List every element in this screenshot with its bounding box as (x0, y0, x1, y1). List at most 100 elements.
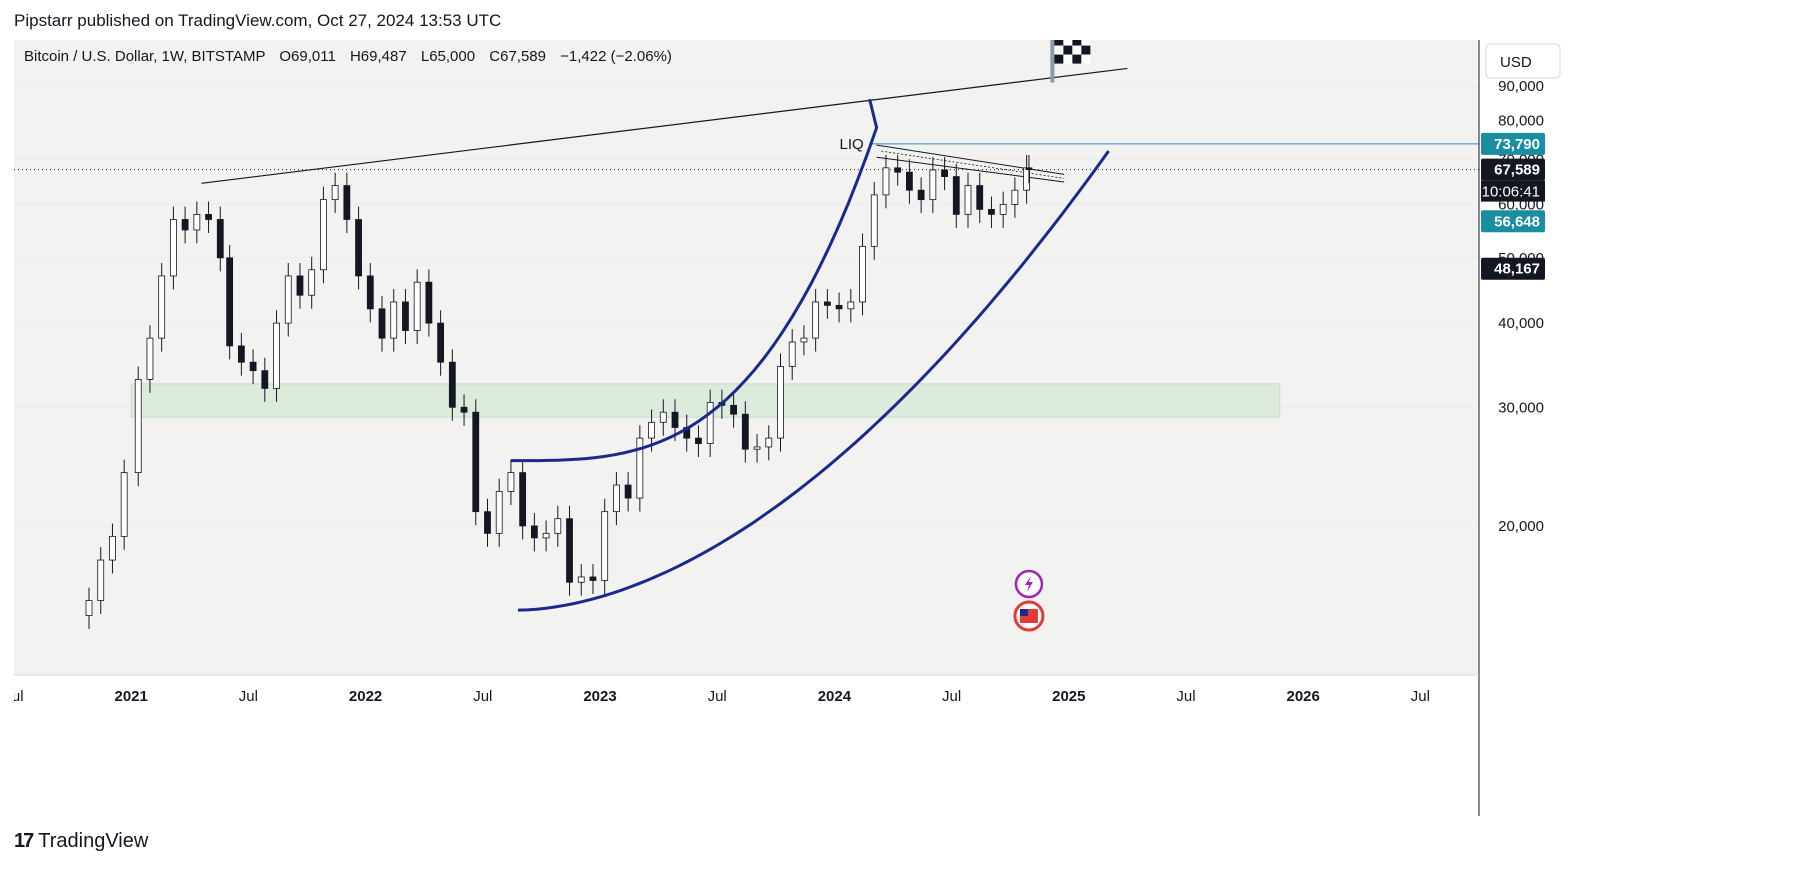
candle-body (158, 275, 166, 339)
candle-body (589, 576, 597, 581)
price-badges: 73,790 67,589 10:06:41 56,648 48,167 (1481, 132, 1545, 280)
x-tick-label: 2024 (818, 688, 852, 705)
candle-body (730, 404, 738, 415)
price-badge-label: 56,648 (1494, 213, 1540, 230)
candle-body (402, 301, 409, 331)
x-tick-label: 2021 (115, 688, 148, 705)
candle-body (823, 301, 831, 306)
price-badge (1481, 257, 1545, 280)
candle-body (648, 421, 655, 439)
candle-body (906, 171, 913, 191)
candle-body (566, 518, 573, 583)
ohlc-low: L65,000 (421, 48, 475, 65)
legend-line: Bitcoin / U.S. Dollar, 1W, BITSTAMP O69,… (24, 48, 672, 65)
candle-body (988, 208, 995, 215)
candle-body (1025, 167, 1033, 171)
resistance-trendline (201, 67, 1128, 184)
footer-brand: TradingView (38, 830, 149, 852)
checkered-flag-icon (1081, 54, 1091, 64)
candle-body (859, 245, 866, 303)
y-tick-label: 20,000 (1498, 518, 1544, 535)
time-axis[interactable]: Jul 2021 Jul 2022 Jul 2023 Jul 2024 Jul 2025 Jul 20… (4, 688, 1430, 705)
candle-body (671, 411, 679, 428)
candle-body (85, 600, 93, 616)
cup-lower-curve (517, 150, 1110, 612)
candle-body (870, 194, 878, 247)
candle-body (378, 308, 386, 339)
candle-body (964, 185, 972, 215)
ohlc-high: H69,487 (350, 48, 407, 65)
candle-body (460, 406, 468, 413)
chart-container[interactable]: LIQ 20,00030,00040,00050,00060,00070,000… (4, 34, 1781, 816)
x-tick-label: 2026 (1287, 688, 1320, 705)
candle-body (193, 213, 201, 231)
x-tick-label: 2022 (349, 688, 382, 705)
price-badge-label: 48,167 (1494, 261, 1540, 278)
candlestick-chart[interactable]: LIQ 20,00030,00040,00050,00060,00070,000… (4, 34, 1781, 816)
overlay-layer (510, 34, 1110, 632)
wedge-mid-line (881, 150, 1065, 179)
x-tick-label: Jul (239, 688, 258, 705)
candle-body (624, 484, 632, 499)
candle-body (800, 337, 808, 343)
candle-body (917, 189, 925, 201)
candles-layer (85, 154, 1033, 630)
candle-body (952, 176, 960, 215)
candle-body (695, 437, 702, 444)
checkered-flag-icon (1063, 45, 1073, 55)
candle-body (507, 472, 515, 492)
price-badge (1481, 158, 1545, 181)
wedge-lower-line (876, 156, 1065, 183)
checkered-flag-icon (1081, 36, 1091, 46)
candle-body (109, 535, 116, 561)
countdown-badge (1481, 180, 1545, 202)
wedge-upper-line (876, 144, 1065, 175)
checkered-flag-icon (1072, 54, 1082, 64)
currency-button[interactable] (1485, 43, 1561, 79)
currency-selector[interactable]: USD (1485, 43, 1561, 79)
liq-label: LIQ (840, 136, 864, 153)
candle-body (261, 370, 269, 389)
candle-body (812, 301, 820, 339)
x-tick-label: 2023 (583, 688, 616, 705)
us-flag-canton-icon (1019, 609, 1028, 616)
candle-body (273, 322, 280, 389)
footer: 17 TradingView (14, 830, 148, 853)
checkered-flag-icon (1072, 45, 1082, 55)
currency-label: USD (1500, 54, 1532, 71)
candle-body (659, 411, 667, 423)
countdown-label: 10:06:41 (1482, 184, 1540, 201)
candle-body (999, 204, 1007, 215)
candle-body (437, 322, 445, 363)
candle-body (976, 185, 984, 210)
candle-body (413, 281, 421, 331)
candle-body (284, 275, 292, 324)
candle-body (706, 402, 714, 444)
candle-body (146, 337, 154, 380)
candle-body (425, 281, 433, 324)
plot-area[interactable] (14, 40, 1479, 675)
candle-body (613, 484, 620, 513)
y-tick-label: 90,000 (1498, 78, 1544, 95)
candle-body (882, 167, 890, 196)
candle-body (894, 167, 902, 173)
candle-body (355, 219, 362, 277)
price-badge-label: 73,790 (1494, 136, 1540, 153)
candle-body (765, 437, 773, 448)
publish-header: Pipstarr published on TradingView.com, O… (14, 11, 502, 30)
candle-body (226, 257, 234, 347)
checkered-flag-icon (1063, 54, 1073, 64)
candle-body (216, 219, 224, 259)
ohlc-close: C67,589 (489, 48, 546, 65)
checkered-flag-icon (1054, 54, 1064, 64)
ohlc-open: O69,011 (279, 48, 335, 65)
candle-body (134, 379, 142, 473)
x-tick-label: Jul (14, 688, 24, 705)
candle-body (343, 185, 351, 220)
candle-body (636, 437, 644, 499)
candle-body (320, 199, 327, 271)
checkered-flag-icon (1063, 36, 1073, 46)
candle-body (205, 213, 212, 220)
support-zone (130, 383, 1281, 418)
candle-body (741, 413, 749, 450)
